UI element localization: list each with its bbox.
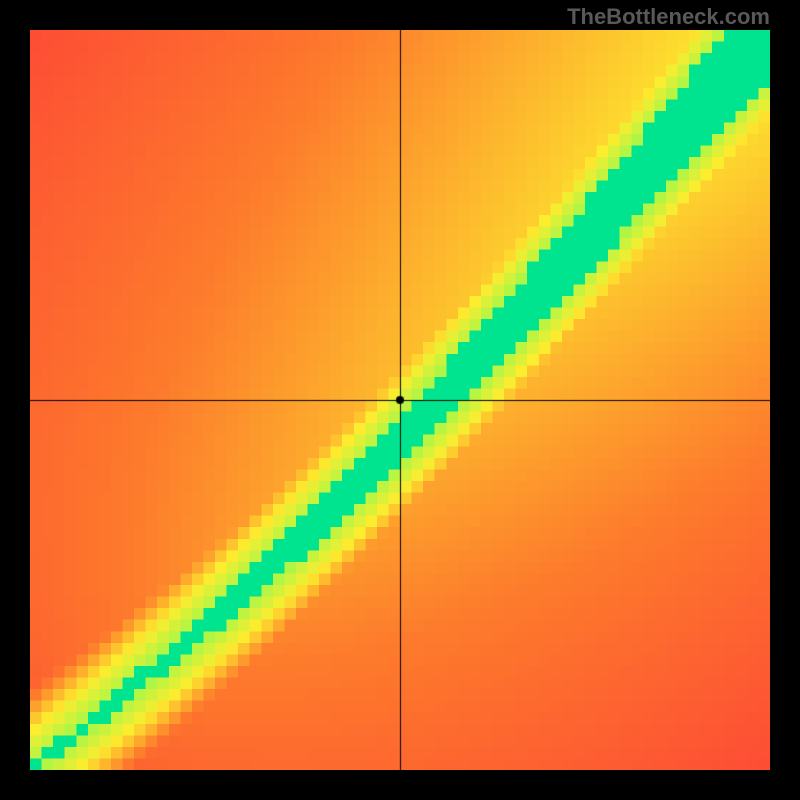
heatmap-canvas bbox=[30, 30, 770, 770]
watermark-text: TheBottleneck.com bbox=[567, 4, 770, 30]
chart-container: TheBottleneck.com bbox=[0, 0, 800, 800]
